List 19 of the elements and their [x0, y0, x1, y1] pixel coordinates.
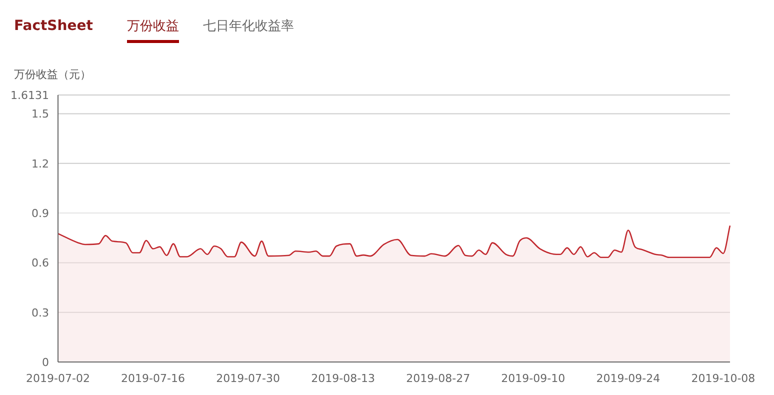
x-tick-label: 2019-08-27 [406, 372, 470, 385]
y-tick-label: 1.5 [32, 108, 49, 121]
text: 万份收益 [127, 19, 179, 34]
text: 七日年化收益率 [203, 18, 294, 34]
x-tick-label: 2019-07-16 [121, 372, 185, 385]
x-tick-label: 2019-10-08 [691, 372, 756, 385]
x-tick-label: 2019-09-10 [501, 372, 566, 385]
y-tick-label: 0.6 [32, 256, 49, 270]
y-tick-label: 0.3 [32, 306, 49, 320]
y-tick-label: 0.9 [32, 207, 49, 220]
y-tick-label: 0 [42, 356, 49, 369]
y-tick-label: 1.2 [32, 157, 49, 170]
x-tick-label: 2019-08-13 [311, 372, 376, 385]
x-tick-label: 2019-07-30 [216, 372, 280, 385]
y-tick-label: 1.6131 [10, 89, 49, 102]
y-axis-title: 万份收益（元） [14, 68, 91, 81]
chart-title: FactSheet [14, 18, 94, 34]
x-tick-label: 2019-09-24 [596, 372, 660, 385]
x-tick-label: 2019-07-02 [26, 372, 90, 385]
